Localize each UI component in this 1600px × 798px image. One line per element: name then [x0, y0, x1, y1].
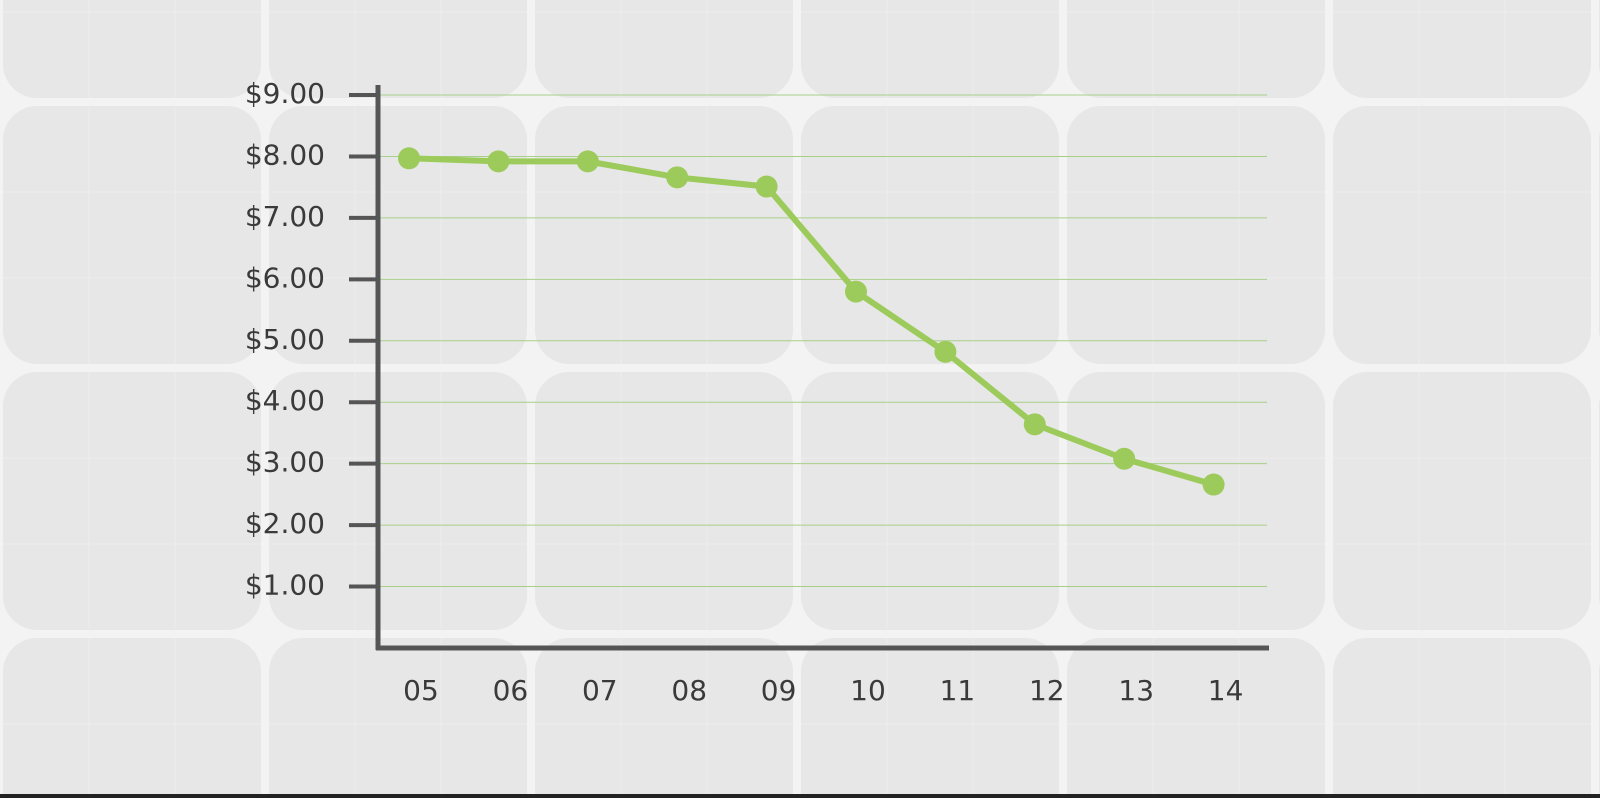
data-line	[408, 155, 1215, 488]
y-tick-label: $4.00	[245, 384, 325, 417]
data-point	[1113, 447, 1136, 470]
data-point	[576, 150, 599, 173]
y-tick-label: $9.00	[245, 77, 325, 110]
bottom-edge	[0, 794, 1600, 798]
data-point	[1202, 473, 1225, 496]
y-tick-label: $5.00	[245, 323, 325, 356]
y-tick-label: $1.00	[245, 569, 325, 602]
y-tick-label: $2.00	[245, 507, 325, 540]
x-tick-label: 05	[403, 674, 439, 707]
y-tick-label: $3.00	[245, 446, 325, 479]
data-point	[487, 150, 510, 173]
x-tick-label: 12	[1029, 674, 1065, 707]
x-tick-label: 10	[850, 674, 886, 707]
data-point	[755, 175, 778, 198]
y-tick-label: $8.00	[245, 138, 325, 171]
data-point	[1023, 413, 1046, 436]
y-tick-label: $7.00	[245, 200, 325, 233]
plot-area: $1.00 $2.00 $3.00 $4.00 $5.00 $6.00 $7.00 $8.00…	[245, 77, 1269, 707]
data-point	[666, 166, 689, 189]
x-tick-label: 13	[1118, 674, 1154, 707]
x-tick-label: 07	[582, 674, 618, 707]
x-tick-label: 11	[940, 674, 976, 707]
data-point	[845, 280, 867, 303]
x-tick-label: 08	[671, 674, 707, 707]
x-tick-label: 09	[761, 674, 797, 707]
data-point	[398, 147, 420, 170]
x-tick-label: 06	[493, 674, 529, 707]
x-tick-label: 14	[1208, 674, 1244, 707]
data-point	[934, 340, 957, 363]
y-tick-label: $6.00	[245, 261, 325, 294]
